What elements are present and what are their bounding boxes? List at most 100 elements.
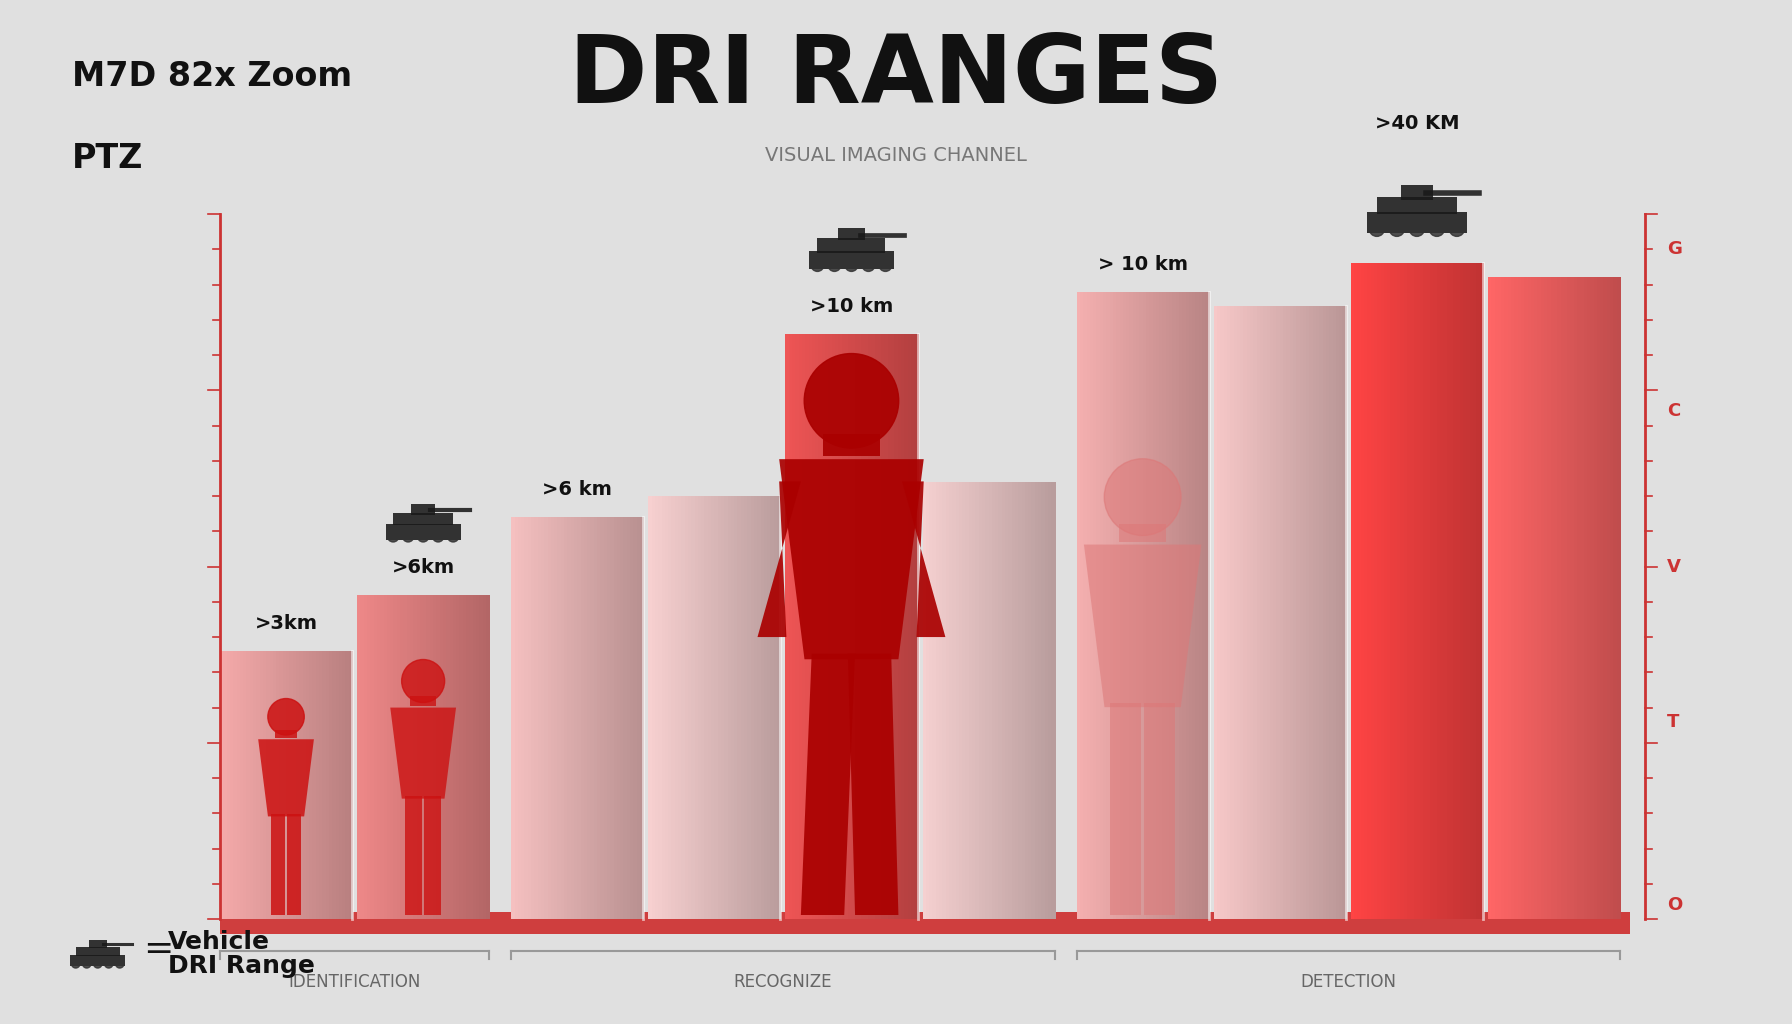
Bar [75, 946, 120, 956]
Bar [887, 334, 892, 919]
Bar [525, 517, 529, 919]
Bar [272, 651, 278, 919]
Bar [636, 517, 642, 919]
Circle shape [1389, 221, 1405, 237]
Bar [1403, 263, 1409, 919]
Bar [1573, 278, 1579, 919]
Bar [220, 651, 224, 919]
Bar [557, 517, 561, 919]
Bar [717, 496, 722, 919]
Bar [704, 496, 710, 919]
Text: DRI RANGES: DRI RANGES [570, 31, 1222, 123]
Bar [299, 651, 303, 919]
Bar [1018, 482, 1023, 919]
Bar [1038, 482, 1043, 919]
Bar [747, 496, 751, 919]
Bar [731, 496, 735, 919]
Bar [1498, 278, 1502, 919]
Bar [414, 595, 418, 919]
Bar [478, 595, 484, 919]
Bar [624, 517, 627, 919]
Bar [1179, 292, 1183, 919]
Bar [978, 482, 984, 919]
Text: Vehicle: Vehicle [168, 931, 271, 954]
Bar [613, 517, 618, 919]
Bar [256, 651, 260, 919]
Bar [450, 595, 453, 919]
Bar [1021, 482, 1025, 919]
Bar [971, 482, 977, 919]
Bar [676, 496, 679, 919]
Bar [1009, 482, 1012, 919]
Bar [1120, 292, 1124, 919]
Bar [229, 651, 235, 919]
Bar [1568, 278, 1572, 919]
Bar [1460, 263, 1464, 919]
Bar [335, 651, 340, 919]
Bar [1116, 292, 1120, 919]
Bar [1577, 278, 1581, 919]
Bar [885, 334, 889, 919]
Bar [323, 651, 326, 919]
Bar [907, 334, 912, 919]
Bar [1217, 305, 1222, 919]
Bar [905, 334, 909, 919]
Bar [1423, 263, 1428, 919]
Text: IDENTIFICATION: IDENTIFICATION [289, 973, 421, 991]
Bar [740, 496, 745, 919]
Bar [394, 595, 398, 919]
Bar [521, 517, 525, 919]
Bar [785, 334, 790, 919]
Bar [995, 482, 1000, 919]
Bar [652, 496, 656, 919]
Bar [1534, 278, 1539, 919]
Bar [1315, 305, 1321, 919]
Bar [604, 517, 607, 919]
Bar [1113, 292, 1116, 919]
Bar [392, 513, 453, 525]
Circle shape [418, 530, 428, 542]
Bar [839, 334, 842, 919]
Bar [530, 517, 536, 919]
Text: >40 KM: >40 KM [1374, 115, 1459, 133]
Bar [771, 496, 774, 919]
Bar [1228, 305, 1231, 919]
Bar [835, 334, 839, 919]
Bar [296, 651, 301, 919]
Text: T: T [1667, 713, 1679, 730]
Bar [1220, 305, 1224, 919]
Bar [439, 595, 444, 919]
Bar [364, 595, 367, 919]
Bar [928, 482, 934, 919]
Bar [1133, 292, 1138, 919]
Bar [260, 651, 263, 919]
Bar [564, 517, 568, 919]
Bar [1367, 263, 1371, 919]
Bar [1260, 305, 1263, 919]
Bar [744, 496, 749, 919]
Bar [1561, 278, 1564, 919]
Bar [882, 334, 885, 919]
Bar [1487, 278, 1493, 919]
Bar [220, 912, 1631, 934]
Bar [597, 517, 602, 919]
Bar [1466, 263, 1471, 919]
Bar [1593, 278, 1598, 919]
Bar [470, 595, 473, 919]
Bar [1104, 292, 1107, 919]
Bar [1330, 305, 1333, 919]
Bar [303, 651, 306, 919]
Text: >10 km: >10 km [810, 297, 892, 315]
Bar [1538, 278, 1541, 919]
Bar [738, 496, 742, 919]
Bar [332, 651, 337, 919]
Bar [774, 496, 778, 919]
Bar [263, 651, 267, 919]
Bar [1140, 292, 1143, 919]
Bar [914, 334, 919, 919]
Text: =: = [143, 933, 174, 967]
Bar [1012, 482, 1016, 919]
Bar [280, 651, 283, 919]
Bar [1581, 278, 1584, 919]
Bar [1244, 305, 1247, 919]
